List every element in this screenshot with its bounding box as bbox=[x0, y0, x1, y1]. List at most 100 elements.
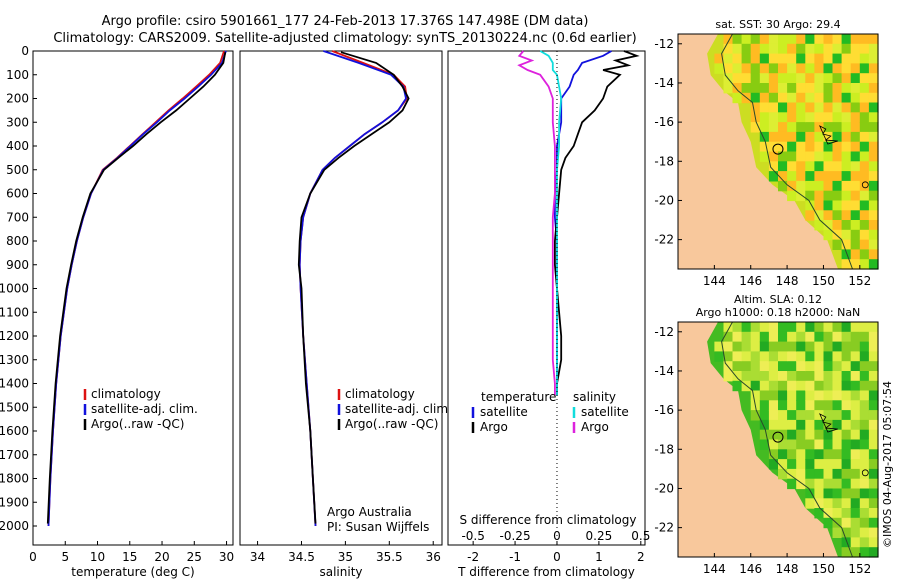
y-tick-label: 1400 bbox=[0, 377, 29, 391]
heat-cell bbox=[859, 73, 870, 84]
heat-cell bbox=[859, 410, 870, 421]
heat-cell bbox=[805, 459, 815, 470]
heat-cell bbox=[814, 478, 825, 490]
annotation-line: PI: Susan Wijffels bbox=[327, 520, 429, 534]
heat-cell bbox=[832, 122, 843, 133]
heat-cell bbox=[778, 92, 788, 104]
heat-cell bbox=[750, 341, 761, 352]
heat-cell bbox=[850, 488, 861, 499]
heat-cell bbox=[805, 322, 815, 333]
heat-cell bbox=[859, 331, 870, 343]
heat-cell bbox=[832, 527, 843, 538]
legend-entry: satellite-adj. clim. bbox=[345, 402, 452, 416]
y-tick-label: 1800 bbox=[0, 472, 29, 486]
heat-cell bbox=[778, 390, 788, 401]
heat-cell bbox=[805, 122, 815, 133]
heat-cell bbox=[796, 122, 806, 133]
heat-cell bbox=[723, 322, 734, 333]
heat-cell bbox=[859, 190, 870, 202]
heat-cell bbox=[850, 220, 861, 231]
heat-cell bbox=[787, 371, 797, 382]
heat-cell bbox=[859, 83, 870, 94]
heat-cell bbox=[759, 102, 770, 113]
heat-cell bbox=[850, 419, 861, 431]
heat-cell bbox=[768, 410, 779, 421]
heat-cell bbox=[787, 161, 797, 172]
heat-cell bbox=[732, 63, 743, 74]
heat-cell bbox=[805, 73, 815, 84]
heat-cell bbox=[868, 322, 879, 333]
s-diff-tick-label: 0 bbox=[553, 529, 561, 543]
heat-cell bbox=[850, 459, 861, 470]
heat-cell bbox=[787, 141, 797, 153]
heat-cell bbox=[832, 400, 843, 411]
heat-cell bbox=[814, 151, 825, 162]
heat-cell bbox=[832, 371, 843, 382]
heat-cell bbox=[805, 161, 815, 172]
heat-cell bbox=[859, 468, 870, 480]
heat-cell bbox=[832, 449, 843, 460]
heat-cell bbox=[868, 527, 879, 538]
heat-cell bbox=[841, 459, 852, 470]
heat-cell bbox=[768, 171, 779, 182]
heat-cell bbox=[850, 249, 861, 260]
heat-cell bbox=[787, 190, 797, 202]
legend-entry: satellite-adj. clim. bbox=[91, 402, 198, 416]
heat-cell bbox=[823, 508, 834, 519]
heat-cell bbox=[759, 131, 770, 143]
heat-cell bbox=[859, 200, 870, 211]
x-axis-label: temperature (deg C) bbox=[71, 565, 194, 579]
heat-cell bbox=[732, 351, 743, 362]
heat-cell bbox=[832, 239, 843, 250]
heat-cell bbox=[859, 43, 870, 55]
heat-cell bbox=[732, 361, 743, 372]
heat-cell bbox=[796, 459, 806, 470]
heat-cell bbox=[759, 63, 770, 74]
heat-cell bbox=[823, 53, 834, 64]
heat-cell bbox=[823, 400, 834, 411]
heat-cell bbox=[850, 410, 861, 421]
heat-cell bbox=[787, 410, 797, 421]
x-tick-label: 25 bbox=[187, 550, 202, 564]
heat-cell bbox=[750, 351, 761, 362]
heat-cell bbox=[850, 34, 861, 45]
heat-cell bbox=[723, 341, 734, 352]
heat-cell bbox=[850, 439, 861, 450]
heat-cell bbox=[841, 361, 852, 372]
heat-cell bbox=[850, 468, 861, 480]
heat-cell bbox=[832, 161, 843, 172]
heat-cell bbox=[732, 322, 743, 333]
heat-cell bbox=[787, 439, 797, 450]
legend-entry: Argo(..raw -QC) bbox=[91, 417, 184, 431]
watermark-text: ©IMOS 04-Aug-2017 05:07:54 bbox=[881, 381, 894, 548]
heat-cell bbox=[823, 63, 834, 74]
x-tick-label: 152 bbox=[848, 274, 871, 288]
heat-cell bbox=[814, 429, 825, 441]
x-tick-label: 2 bbox=[637, 550, 645, 564]
heat-cell bbox=[723, 351, 734, 362]
heat-cell bbox=[814, 141, 825, 153]
heat-cell bbox=[841, 517, 852, 529]
x-tick-label: 5 bbox=[61, 550, 69, 564]
heat-cell bbox=[741, 63, 752, 74]
heat-cell bbox=[859, 210, 870, 221]
heat-cell bbox=[805, 151, 815, 162]
y-tick-label: 200 bbox=[6, 92, 29, 106]
x-axis-label: T difference from climatology bbox=[457, 565, 635, 579]
heat-cell bbox=[778, 34, 788, 45]
heat-cell bbox=[814, 73, 825, 84]
heat-cell bbox=[723, 331, 734, 343]
heat-cell bbox=[759, 429, 770, 441]
heat-cell bbox=[741, 361, 752, 372]
heat-cell bbox=[823, 151, 834, 162]
heat-cell bbox=[841, 259, 852, 270]
heat-cell bbox=[841, 122, 852, 133]
x-tick-label: 30 bbox=[219, 550, 234, 564]
heat-cell bbox=[814, 200, 825, 211]
y-tick-label: 1700 bbox=[0, 448, 29, 462]
heat-cell bbox=[768, 390, 779, 401]
heat-cell bbox=[796, 190, 806, 202]
x-tick-label: 0 bbox=[553, 550, 561, 564]
sst-map-panel: 144 146 148 150 152 -12 -14 -16 -18 -20 -22 sat. SS… bbox=[654, 18, 879, 288]
heat-cell bbox=[805, 488, 815, 499]
